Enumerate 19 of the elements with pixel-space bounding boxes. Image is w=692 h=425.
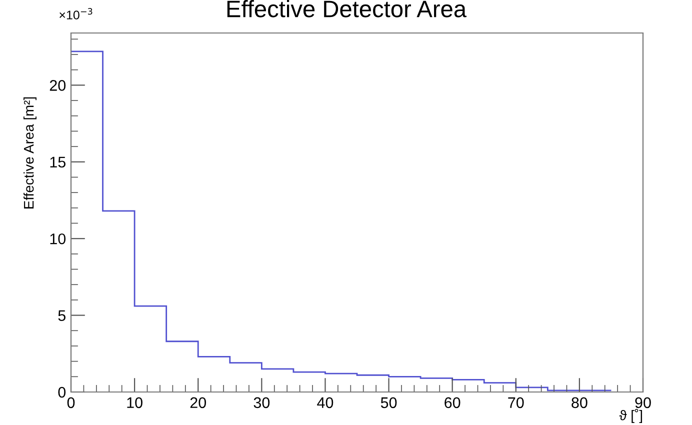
y-tick-label: 0 <box>58 386 66 398</box>
x-tick-label: 0 <box>67 397 75 408</box>
y-tick-label: 10 <box>50 233 66 244</box>
text: ×10$^{−3}$ <box>60 8 92 20</box>
x-tick-label: 50 <box>380 397 397 408</box>
y-tick-label: 5 <box>58 310 66 321</box>
chart-title: Effective Detector Area <box>227 0 467 18</box>
x-tick-label: 80 <box>572 397 588 408</box>
x-axis-title: ϑ [˚] <box>619 408 642 423</box>
x-tick-label: 20 <box>190 397 206 408</box>
x-tick-label: 10 <box>127 397 142 408</box>
x-tick-label: 60 <box>444 397 460 408</box>
x-tick-label: 30 <box>254 397 270 408</box>
x-tick-label: 40 <box>317 397 334 408</box>
x-tick-label: 70 <box>508 397 524 408</box>
x-tick-label: 90 <box>635 397 651 408</box>
y-axis-title: Effective Area [m²] <box>24 97 36 208</box>
y-tick-label: 15 <box>50 156 66 168</box>
y-tick-label: 20 <box>50 80 66 91</box>
